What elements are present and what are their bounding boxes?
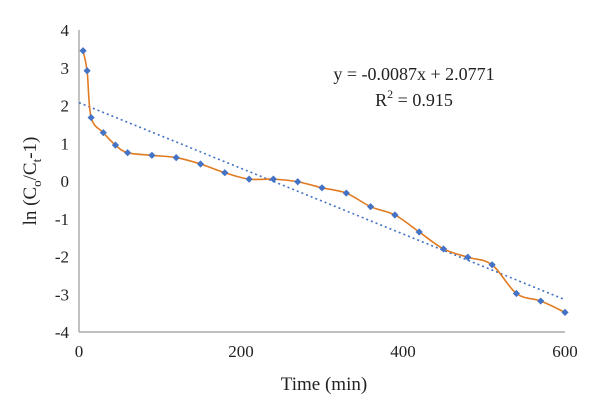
x-tick-label: 0: [75, 342, 84, 361]
series-line: [82, 50, 566, 314]
y-tick-labels: 4 3 2 1 0 -1 -2 -3 -4: [55, 21, 70, 342]
y-tick-label: 0: [61, 172, 70, 191]
r-squared-value: = 0.915: [393, 90, 453, 110]
y-tick-label: -2: [55, 248, 69, 267]
x-tick-label: 400: [390, 342, 416, 361]
y-axis-title-tail: -1): [20, 137, 41, 159]
data-point: [111, 141, 120, 149]
data-point: [342, 189, 350, 197]
data-point: [512, 289, 520, 298]
x-tick-label: 200: [228, 342, 254, 361]
x-axis-title: Time (min): [281, 374, 367, 395]
data-point: [172, 153, 180, 162]
y-axis-title-sub-t: t: [29, 158, 44, 162]
data-point: [124, 149, 132, 157]
y-tick-label: 4: [61, 21, 70, 40]
data-point: [79, 47, 87, 55]
r-squared-exponent: 2: [387, 87, 393, 101]
y-tick-label: 2: [61, 97, 70, 116]
x-tick-labels: 0 200 400 600: [75, 342, 578, 361]
data-point: [391, 211, 399, 219]
y-axis-title-sub-o: o: [29, 180, 44, 187]
data-point: [99, 129, 107, 137]
linear-trendline: [78, 101, 566, 301]
trendline-group: [78, 101, 566, 301]
y-tick-label: 3: [61, 59, 70, 78]
y-axis-title-mid: /C: [20, 162, 41, 180]
y-tick-label: -3: [55, 285, 69, 304]
y-tick-label: -4: [55, 323, 70, 342]
axes: [78, 30, 565, 333]
data-point: [464, 253, 472, 261]
data-point: [367, 203, 375, 211]
data-point: [196, 160, 205, 168]
data-point: [439, 245, 448, 253]
data-point: [245, 175, 253, 183]
trendline-equation: y = -0.0087x + 2.0771: [333, 64, 494, 84]
data-point: [415, 228, 423, 236]
y-axis-title-main: ln (C: [20, 187, 41, 226]
data-point: [221, 169, 229, 177]
data-point: [537, 297, 545, 305]
data-point: [87, 113, 95, 122]
data-point: [269, 175, 277, 183]
r-squared-letter: R: [375, 90, 387, 110]
data-point: [488, 261, 496, 269]
y-tick-label: 1: [61, 134, 70, 153]
y-tick-label: -1: [55, 210, 69, 229]
data-point: [83, 67, 91, 75]
series-group: [79, 47, 569, 316]
y-axis-title: ln (Co/Ct-1): [20, 137, 44, 226]
x-tick-label: 600: [552, 342, 578, 361]
data-point: [294, 178, 302, 186]
data-point: [318, 184, 326, 192]
data-point: [148, 151, 156, 159]
data-point: [561, 308, 569, 316]
r-squared-label: R2 = 0.915: [375, 87, 453, 110]
